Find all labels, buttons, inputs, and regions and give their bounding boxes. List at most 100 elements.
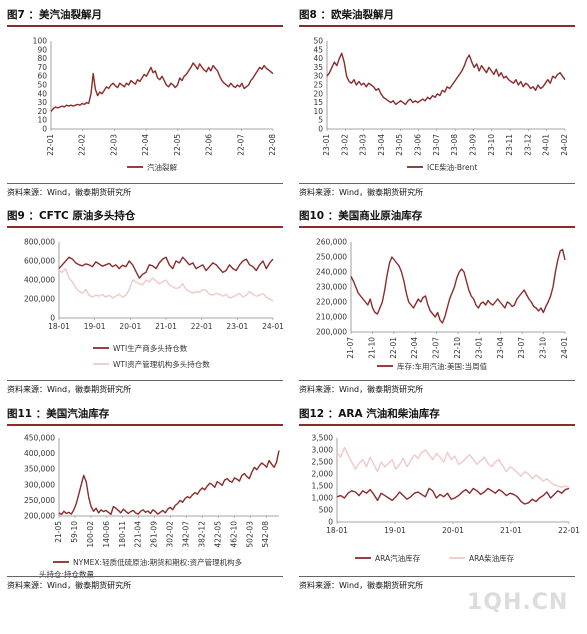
chart-svg: 200,000 210,000 220,000 230,000 240,000 250,0… [316, 238, 569, 372]
y-tick-label: 600,000 [24, 257, 55, 266]
series-line-1 [58, 267, 274, 302]
x-tick-label: 24-01 [560, 337, 569, 359]
x-tick-label: 302-02 [166, 521, 175, 548]
x-tick-label: 22-01 [389, 337, 398, 359]
y-tick-label: 240,000 [316, 268, 347, 277]
source-divider [299, 576, 575, 577]
x-tick-label: 23-10 [487, 134, 496, 156]
x-tick-label: 22-05 [173, 134, 182, 156]
x-tick-label: 23-12 [523, 134, 532, 156]
y-tick-label: 10 [313, 107, 323, 116]
x-tick-label: 22-01 [191, 322, 213, 331]
x-tick-label: 23-10 [539, 337, 548, 359]
legend-label: 头持仓:持仓数量 [39, 569, 95, 579]
y-tick-label: 230,000 [316, 283, 347, 292]
y-tick-label: 30 [37, 98, 47, 107]
chart-title: 图11 ：美国汽油库存 [7, 408, 110, 420]
y-tick-label: 25 [313, 81, 323, 90]
y-tick-label: 450,000 [24, 434, 55, 443]
x-tick-label: 23-09 [468, 134, 477, 156]
series-line-1 [336, 446, 570, 488]
y-tick-label: 200,000 [24, 512, 55, 521]
x-tick-label: 21-01 [500, 526, 522, 535]
legend-label: WTI资产管理机构多头持仓数 [113, 359, 210, 369]
x-tick-label: 382-12 [197, 521, 206, 548]
title-divider [7, 25, 283, 27]
y-tick-label: 50 [313, 37, 323, 46]
x-tick-label: 21-05 [54, 521, 63, 543]
y-tick-label: 0 [328, 518, 333, 527]
x-tick-label: 221-04 [134, 521, 143, 548]
x-tick-label: 24-01 [262, 322, 284, 331]
legend-label: 汽油裂解 [147, 162, 177, 172]
x-tick-label: 19-01 [84, 322, 106, 331]
x-tick-label: 22-02 [78, 134, 87, 156]
y-tick-label: 250,000 [316, 253, 347, 262]
y-tick-label: 40 [313, 54, 323, 63]
y-tick-label: 80 [37, 54, 47, 63]
x-tick-label: 22-01 [46, 134, 55, 156]
x-tick-label: 140-06 [102, 521, 111, 548]
watermark: 1QH.CN [467, 590, 569, 615]
title-divider [299, 424, 575, 426]
legend-label: ARA柴油库存 [469, 553, 515, 563]
chart-title: 图12 ：ARA 汽油和柴油库存 [299, 408, 440, 420]
x-tick-label: 22-07 [236, 134, 245, 156]
series-line-0 [326, 52, 566, 106]
y-tick-label: 500 [319, 506, 334, 515]
y-tick-label: 20 [37, 107, 47, 116]
x-tick-label: 18-01 [326, 526, 348, 535]
y-tick-label: 1,500 [312, 482, 334, 491]
title-divider [7, 226, 283, 228]
y-tick-label: 60 [37, 72, 47, 81]
x-tick-label: 22-06 [205, 134, 214, 156]
y-tick-label: 2,500 [312, 458, 334, 467]
chart-svg: 0 200,000 400,000 600,000 800,000 18-01 19-01 2… [24, 238, 284, 370]
y-tick-label: 2,000 [312, 470, 334, 479]
y-tick-label: 45 [313, 45, 323, 54]
x-tick-label: 22-04 [141, 134, 150, 156]
y-tick-label: 15 [313, 98, 323, 107]
y-tick-label: 35 [313, 63, 323, 72]
x-tick-label: 19-01 [384, 526, 406, 535]
y-tick-label: 0 [42, 125, 47, 134]
legend-label: ICE柴油-Brent [427, 162, 477, 172]
chart-title: 图10 ：美国商业原油库存 [299, 210, 423, 222]
x-tick-label: 23-08 [450, 134, 459, 156]
series-line-0 [350, 248, 566, 324]
x-tick-label: 23-01 [226, 322, 248, 331]
series-line-0 [50, 62, 274, 112]
title-divider [299, 226, 575, 228]
y-tick-label: 0 [50, 314, 55, 323]
y-tick-label: 30 [313, 72, 323, 81]
x-tick-label: 22-08 [268, 134, 277, 156]
x-tick-label: 21-01 [155, 322, 177, 331]
y-tick-label: 210,000 [316, 313, 347, 322]
x-tick-label: 20-01 [442, 526, 464, 535]
series-line-0 [58, 450, 280, 516]
x-tick-label: 23-03 [359, 134, 368, 156]
y-tick-label: 220,000 [316, 298, 347, 307]
x-tick-label: 22-04 [410, 337, 419, 359]
title-divider [299, 25, 575, 27]
x-tick-label: 23-01 [322, 134, 331, 156]
legend-label: WTI生产商多头持仓数 [113, 343, 188, 353]
y-tick-label: 10 [37, 116, 47, 125]
source-text: 资料来源：Wind，徽泰期货研究所 [7, 385, 132, 394]
source-divider [7, 576, 283, 577]
x-tick-label: 23-05 [395, 134, 404, 156]
x-tick-label: 18-01 [48, 322, 70, 331]
y-tick-label: 800,000 [24, 238, 55, 247]
chart-svg: 200,000 250,000 300,000 350,000 400,000 450,0… [24, 434, 280, 579]
x-tick-label: 462-10 [229, 521, 238, 548]
y-tick-label: 3,500 [312, 434, 334, 443]
y-tick-label: 300,000 [24, 480, 55, 489]
source-text: 资料来源：Wind，徽泰期货研究所 [299, 581, 424, 590]
x-tick-label: 24-01 [542, 134, 551, 156]
x-tick-label: 22-01 [558, 526, 580, 535]
y-tick-label: 250,000 [24, 496, 55, 505]
x-tick-label: 24-02 [560, 134, 569, 156]
series-line-0 [58, 256, 274, 279]
